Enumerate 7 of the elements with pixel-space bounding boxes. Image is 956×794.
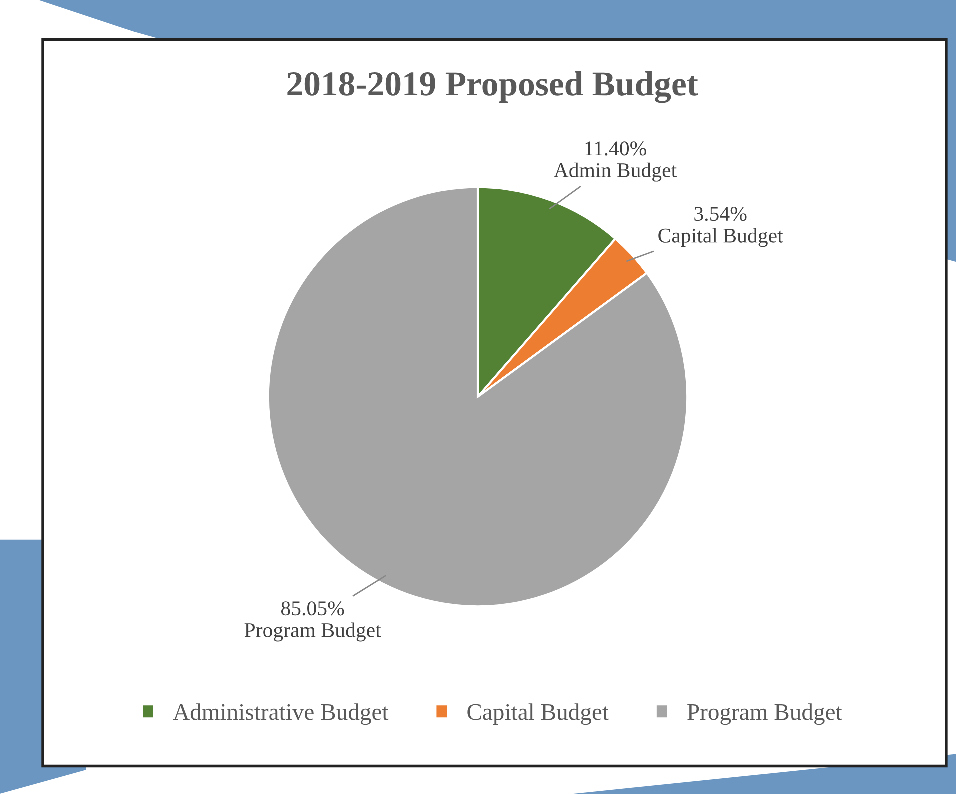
data-label: 3.54% Capital Budget bbox=[658, 207, 784, 248]
legend-label: Administrative Budget bbox=[173, 704, 389, 726]
data-label: 11.40% Admin Budget bbox=[554, 142, 677, 182]
data-label: 85.05% Program Budget bbox=[244, 602, 382, 642]
chart-title: 2018-2019 Proposed Budget bbox=[288, 71, 698, 104]
legend-label: Program Budget bbox=[688, 704, 842, 726]
legend-label: Capital Budget bbox=[468, 704, 609, 726]
